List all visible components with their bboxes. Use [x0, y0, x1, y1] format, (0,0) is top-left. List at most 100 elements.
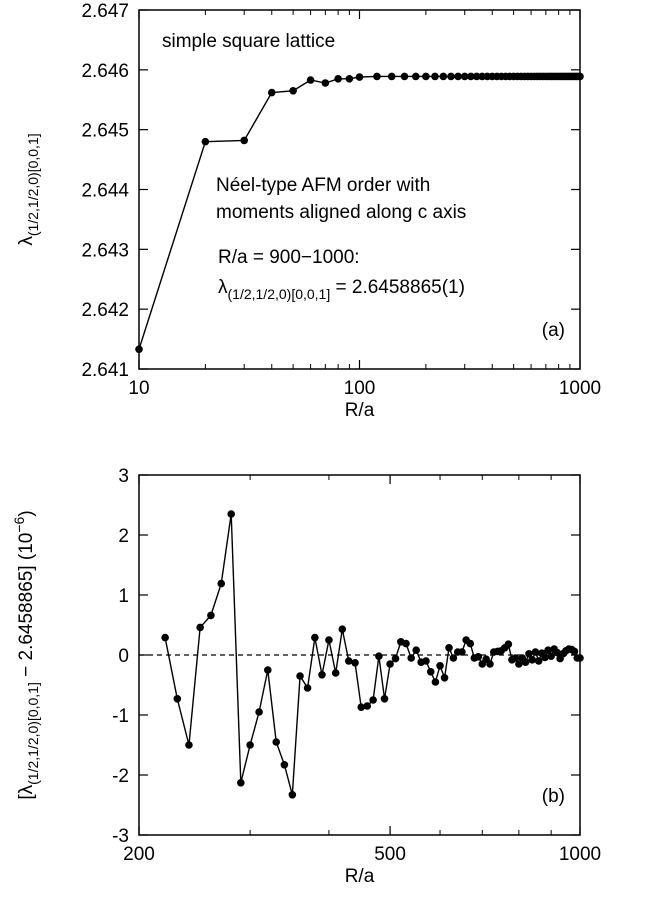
- data-point: [570, 647, 579, 656]
- data-point: [474, 653, 483, 661]
- data-point: [402, 639, 410, 648]
- data-point: [486, 660, 494, 668]
- result-label-part: λ: [218, 277, 228, 298]
- data-point: [334, 75, 342, 83]
- data-point: [135, 345, 143, 354]
- data-point: [311, 633, 319, 642]
- y-tick-label: 2.647: [81, 1, 129, 22]
- data-point: [445, 644, 453, 652]
- data-point: [449, 654, 458, 662]
- data-point: [504, 640, 513, 648]
- data-point: [288, 791, 297, 799]
- data-point: [344, 657, 353, 665]
- data-point: [318, 671, 326, 679]
- data-point: [363, 702, 372, 710]
- data-point: [544, 646, 552, 654]
- x-axis-label: R/a: [345, 400, 375, 421]
- data-point: [246, 741, 254, 749]
- data-point: [431, 678, 440, 686]
- data-point: [355, 73, 364, 81]
- data-point: [227, 510, 235, 518]
- data-point: [515, 660, 523, 668]
- data-point: [207, 611, 215, 620]
- data-point: [351, 659, 359, 667]
- x-tick-label: 10: [128, 378, 149, 399]
- x-tick-label: 1000: [559, 378, 601, 399]
- data-point: [375, 652, 383, 660]
- x-tick-label: 200: [123, 844, 155, 865]
- data-point: [431, 72, 439, 81]
- data-point: [185, 741, 193, 749]
- data-point: [407, 654, 415, 662]
- y-tick-label: -2: [112, 766, 129, 787]
- y-tick-label: 2.642: [81, 300, 129, 321]
- data-point: [373, 72, 381, 81]
- x-tick-label: 1000: [559, 844, 601, 865]
- data-point: [467, 72, 475, 81]
- data-point: [439, 72, 448, 81]
- data-point: [161, 633, 169, 642]
- data-point: [321, 79, 330, 87]
- data-point: [576, 72, 584, 81]
- data-point: [201, 137, 210, 146]
- data-point: [272, 738, 281, 746]
- data-point: [447, 72, 455, 81]
- data-point: [460, 72, 469, 81]
- data-point: [267, 88, 276, 97]
- data-point: [422, 657, 430, 665]
- panel-label: (a): [542, 320, 565, 341]
- data-point: [400, 72, 409, 81]
- panel-label: (b): [542, 786, 565, 807]
- data-point: [386, 660, 394, 668]
- y-axis-label-part: [λ: [16, 784, 37, 799]
- y-axis-label-part: (1/2,1/2,0)[0,0,1]: [25, 682, 41, 785]
- data-point: [296, 672, 304, 680]
- data-point: [255, 708, 263, 716]
- data-point: [458, 648, 466, 656]
- result-label-part: (1/2,1/2,0)[0,0,1]: [228, 286, 331, 302]
- data-point: [541, 653, 549, 662]
- data-point: [528, 656, 537, 664]
- result-label-part: = 2.6458865(1): [330, 277, 465, 298]
- data-point: [289, 86, 297, 95]
- data-point: [325, 636, 333, 644]
- data-point: [440, 674, 449, 682]
- data-point: [411, 72, 420, 81]
- data-point: [263, 666, 272, 674]
- x-tick-label: 100: [344, 378, 376, 399]
- data-point: [454, 72, 462, 81]
- data-point: [217, 579, 226, 588]
- data-point: [196, 623, 204, 632]
- data-point: [237, 779, 245, 787]
- y-tick-label: 2.646: [81, 61, 129, 82]
- annotation: moments aligned along c axis: [216, 202, 466, 223]
- data-point: [240, 136, 249, 145]
- data-point: [391, 654, 400, 663]
- data-point: [369, 696, 377, 704]
- data-point: [534, 657, 543, 665]
- data-point: [426, 668, 435, 676]
- data-point: [466, 639, 475, 648]
- result-label: λ(1/2,1/2,0)[0,0,1] = 2.6458865(1): [218, 277, 465, 302]
- data-point: [357, 703, 366, 711]
- y-axis-label: [λ(1/2,1/2,0)[0,0,1] − 2.6458865] (10−6): [11, 510, 41, 799]
- y-tick-label: -1: [112, 706, 129, 727]
- y-tick-label: 2: [118, 526, 129, 547]
- data-point: [280, 761, 289, 769]
- annotation: R/a = 900−1000:: [218, 247, 360, 268]
- y-tick-label: -3: [112, 826, 129, 847]
- y-tick-label: 1: [118, 586, 129, 607]
- data-point: [345, 75, 354, 83]
- y-axis-label: λ(1/2,1/2,0)[0,0,1]: [16, 133, 41, 245]
- data-point: [306, 76, 315, 84]
- y-tick-label: 0: [118, 646, 129, 667]
- annotation: simple square lattice: [162, 31, 335, 52]
- data-point: [380, 695, 389, 703]
- data-point: [525, 650, 533, 658]
- y-tick-label: 2.645: [81, 121, 129, 142]
- data-point: [547, 652, 555, 660]
- data-point: [553, 648, 561, 657]
- data-point: [412, 646, 420, 654]
